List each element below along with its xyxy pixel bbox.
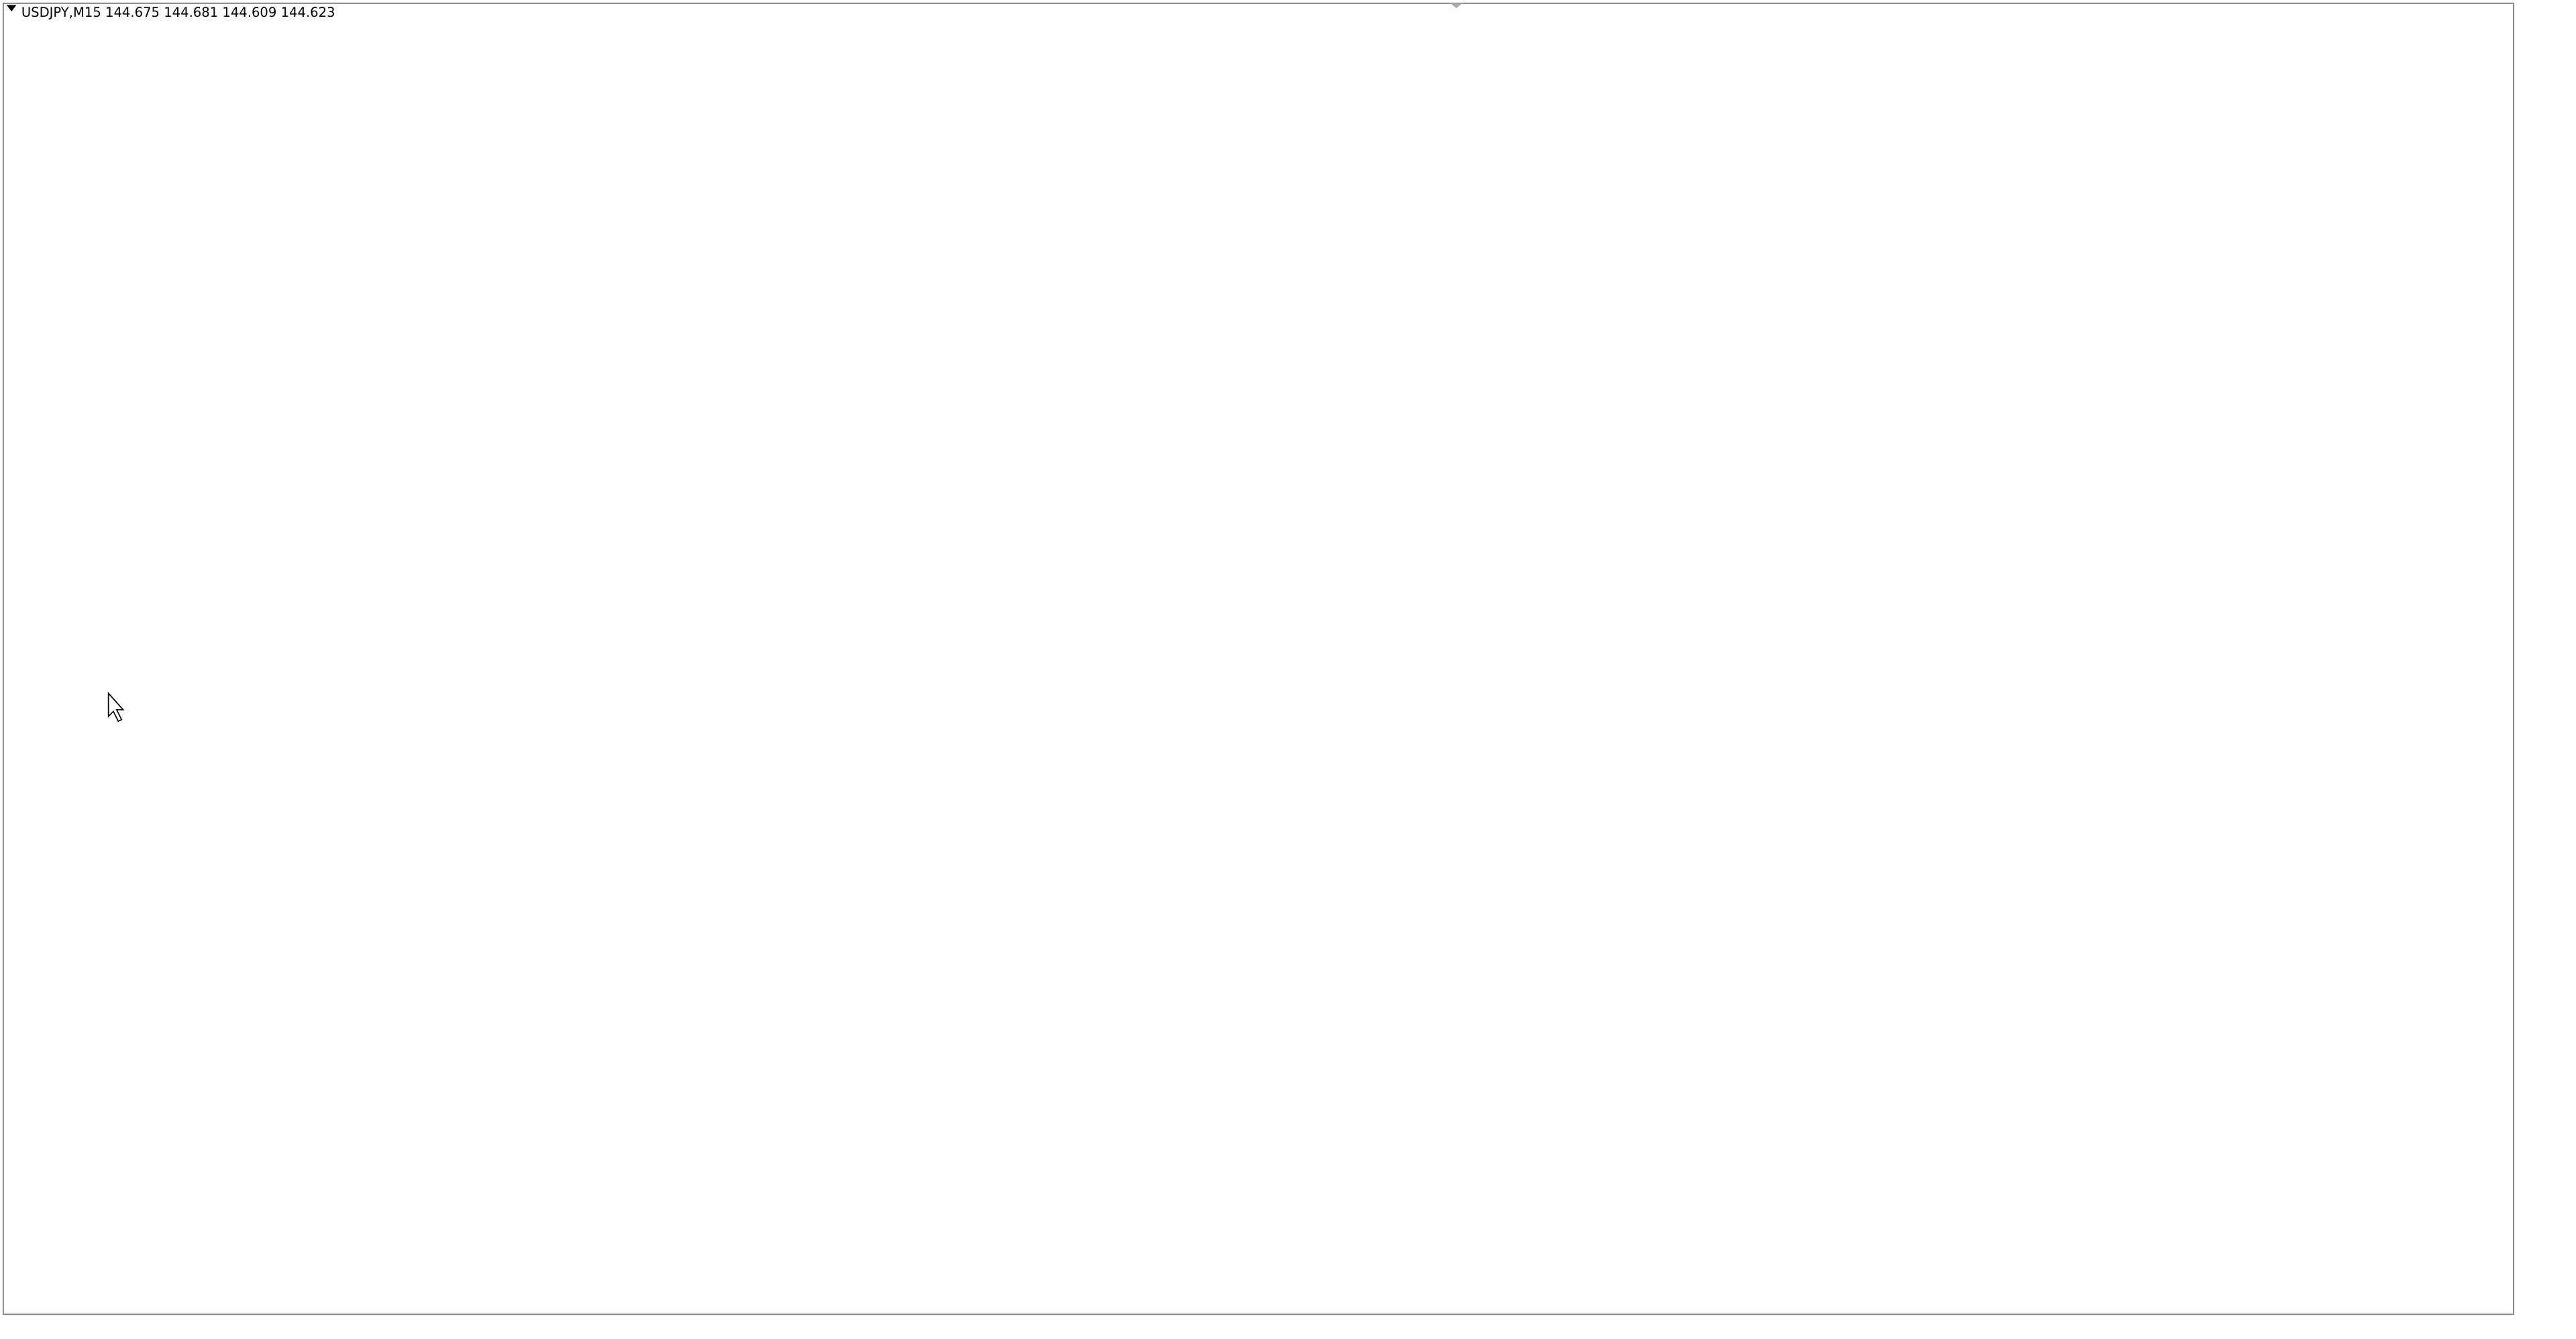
mouse-cursor — [107, 692, 125, 722]
shift-marker — [1450, 3, 1462, 9]
plot-frame — [2, 2, 2514, 1316]
menu-arrow[interactable] — [6, 5, 17, 12]
chart-header: USDJPY,M15 144.675 144.681 144.609 144.6… — [21, 5, 335, 20]
